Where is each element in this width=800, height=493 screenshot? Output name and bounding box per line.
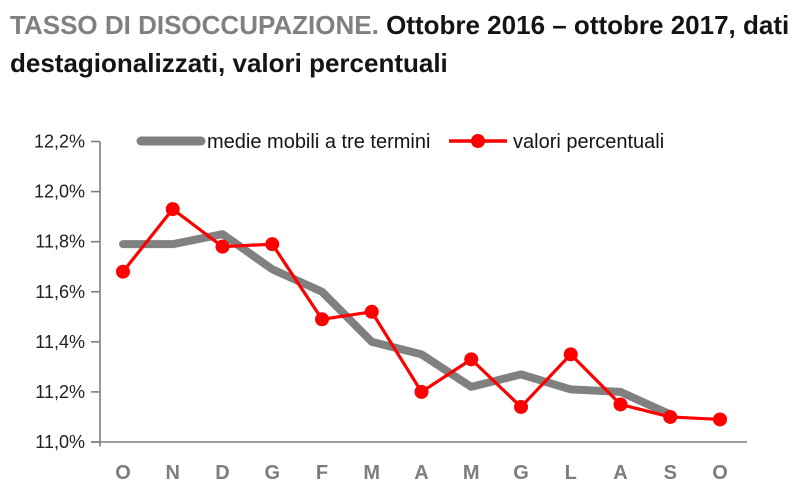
data-point-marker — [464, 352, 479, 367]
data-point-marker — [315, 312, 329, 327]
moving-average-line — [119, 230, 675, 419]
x-axis-label: L — [565, 462, 577, 484]
data-point-marker — [165, 202, 180, 217]
y-axis-label: 11,2% — [35, 382, 85, 402]
plot-area: 12,2% 12,0% 11,8% 11,6% 11,4% 11,2% 11,0% O N D G F… — [34, 132, 747, 484]
data-point-marker — [613, 397, 628, 412]
percent-values-legend-marker — [471, 134, 485, 148]
page-title: TASSO DI DISOCCUPAZIONE. Ottobre 2016 – … — [10, 6, 798, 82]
x-axis-label: M — [363, 462, 380, 484]
y-axis-label: 11,6% — [35, 282, 85, 302]
title-emphasis: TASSO DI DISOCCUPAZIONE. — [10, 10, 379, 40]
title-line2: destagionalizzati, valori percentuali — [10, 48, 448, 78]
data-point-marker — [663, 409, 678, 424]
x-axis-label: M — [463, 462, 480, 484]
legend-label-moving-average: medie mobili a tre termini — [207, 131, 430, 153]
data-point-marker — [563, 347, 578, 362]
x-axis-label: G — [264, 462, 280, 484]
data-point-marker — [116, 264, 130, 279]
x-axis-label: O — [115, 462, 131, 484]
y-axis-label: 11,0% — [35, 432, 85, 452]
data-point-marker — [215, 239, 230, 254]
x-axis-label: O — [712, 462, 728, 484]
x-axis-label: S — [664, 462, 677, 484]
x-axis-label: D — [215, 462, 229, 484]
x-axis-label: A — [613, 462, 627, 484]
data-point-marker — [514, 399, 528, 414]
y-axis-label: 12,0% — [34, 182, 85, 202]
x-axis-label: G — [513, 462, 529, 484]
data-point-marker — [414, 384, 429, 399]
data-point-marker — [364, 304, 379, 319]
legend-label-percent-values: valori percentuali — [513, 131, 664, 153]
x-axis-label: N — [166, 462, 180, 484]
data-point-marker — [713, 412, 727, 427]
y-axis-label: 11,4% — [35, 332, 85, 352]
chart-legend: medie mobili a tre termini valori percen… — [136, 131, 664, 153]
y-axis-label: 12,2% — [34, 132, 85, 152]
x-axis-label: A — [414, 462, 428, 484]
title-rest-line1: Ottobre 2016 – ottobre 2017, dati — [386, 10, 790, 40]
y-axis-label: 11,8% — [35, 232, 85, 252]
x-axis-label: F — [316, 462, 328, 484]
data-point-marker — [265, 237, 280, 252]
